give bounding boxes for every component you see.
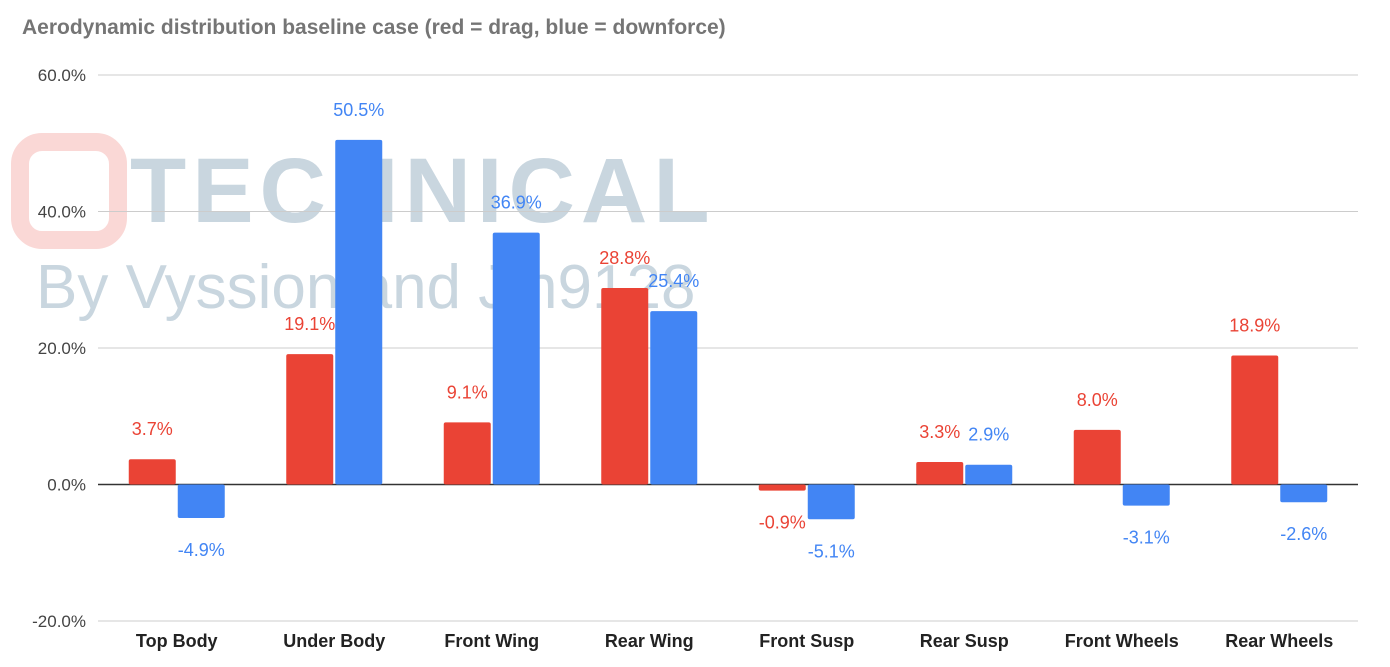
data-label: -3.1% (1123, 528, 1170, 548)
x-tick-label: Front Wing (444, 631, 539, 651)
y-tick-label: -20.0% (32, 612, 86, 631)
bars (128, 139, 1328, 520)
bar (492, 232, 540, 485)
data-label: 36.9% (491, 193, 542, 213)
y-tick-label: 60.0% (38, 66, 86, 85)
bar (1122, 484, 1170, 506)
y-tick-label: 0.0% (47, 476, 86, 495)
chart-title: Aerodynamic distribution baseline case (… (22, 16, 726, 39)
data-label: 50.5% (333, 100, 384, 120)
data-label: -2.6% (1280, 524, 1327, 544)
y-axis: 60.0% 40.0% 20.0% 0.0% -20.0% (32, 66, 86, 631)
data-label: 3.3% (919, 422, 960, 442)
bar (916, 461, 964, 485)
data-label: 28.8% (599, 248, 650, 268)
data-label: 19.1% (284, 314, 335, 334)
data-label: -0.9% (759, 513, 806, 533)
bar (650, 311, 698, 485)
x-tick-label: Under Body (283, 631, 385, 651)
data-label: -4.9% (178, 540, 225, 560)
x-tick-label: Front Wheels (1065, 631, 1179, 651)
bar (965, 464, 1013, 485)
bar (758, 484, 806, 491)
x-tick-label: Top Body (136, 631, 218, 651)
data-label: 9.1% (447, 382, 488, 402)
data-label: 18.9% (1229, 316, 1280, 336)
bar (601, 287, 649, 485)
bar (1231, 355, 1279, 485)
x-tick-label: Front Susp (759, 631, 854, 651)
data-label: 25.4% (648, 271, 699, 291)
y-tick-label: 20.0% (38, 339, 86, 358)
x-tick-label: Rear Wheels (1225, 631, 1333, 651)
x-tick-label: Rear Susp (920, 631, 1009, 651)
bar (286, 354, 334, 485)
data-labels: 3.7% -4.9% 19.1% 50.5% 9.1% 36.9% 28.8% 25.4% -0… (132, 100, 1328, 561)
bar (177, 484, 225, 518)
data-label: 3.7% (132, 419, 173, 439)
watermark: TECHNICAL By Vyssion and Jjn9128 (11, 133, 716, 322)
bar (335, 139, 383, 485)
data-label: 2.9% (968, 425, 1009, 445)
data-label: 8.0% (1077, 390, 1118, 410)
x-axis: Top Body Under Body Front Wing Rear Wing Fro… (136, 631, 1333, 651)
y-tick-label: 40.0% (38, 203, 86, 222)
bar (1280, 484, 1328, 503)
bar (128, 459, 176, 485)
watermark-line1: TECHNICAL (130, 140, 716, 242)
watermark-logo (11, 133, 127, 249)
bar (807, 484, 855, 520)
x-tick-label: Rear Wing (605, 631, 694, 651)
bar (1073, 429, 1121, 485)
bar (443, 422, 491, 485)
data-label: -5.1% (808, 541, 855, 561)
